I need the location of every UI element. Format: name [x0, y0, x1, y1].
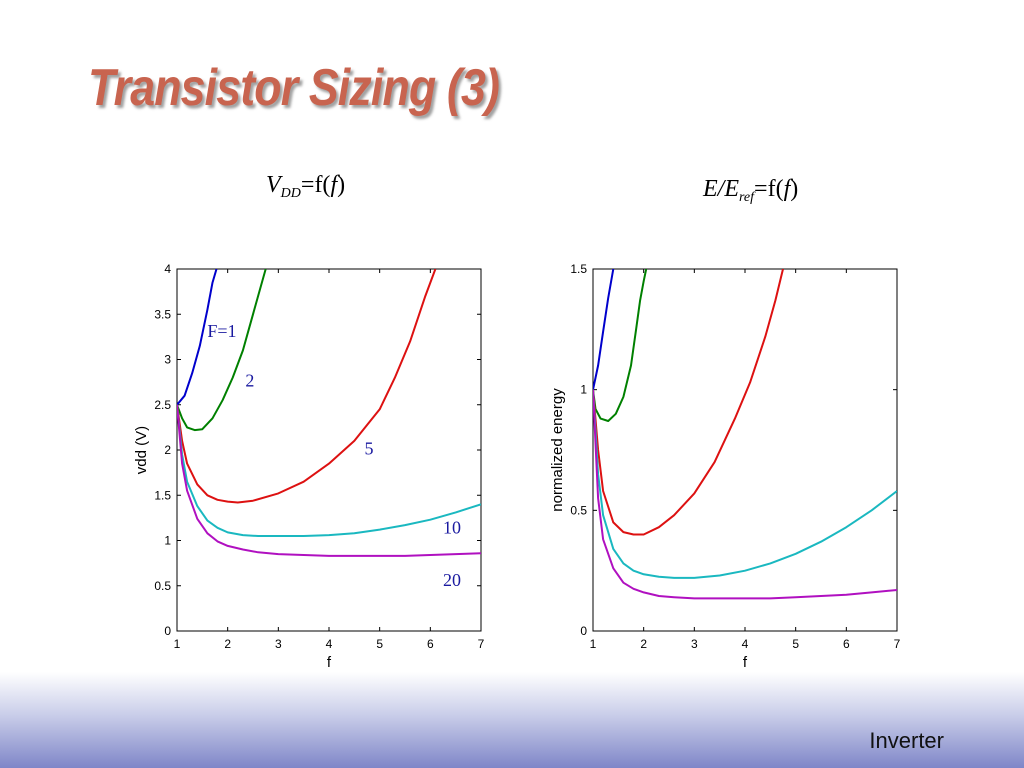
chart1-curve-label: 2	[245, 371, 254, 391]
chart1-y-tick-label: 4	[164, 262, 171, 276]
chart1-series-line-magenta	[177, 404, 481, 557]
chart1-y-axis-label: vdd (V)	[133, 426, 150, 474]
chart1-x-tick-label: 5	[376, 637, 383, 651]
chart2-x-tick-label: 2	[640, 637, 647, 651]
chart1-curve-label: F=1	[207, 321, 236, 341]
chart2-x-axis-label: f	[743, 654, 748, 671]
chart1-curve-label: 10	[443, 517, 461, 537]
chart2-series-line-green	[593, 269, 648, 422]
chart2-y-tick-label: 1	[580, 383, 587, 397]
slide-title: Transistor Sizing (3)	[88, 59, 500, 117]
chart2-x-tick-label: 5	[792, 637, 799, 651]
left-chart-caption: VDD=f(f)	[266, 172, 345, 202]
caption-sub-ref: ref	[739, 190, 755, 205]
chart1-x-tick-label: 4	[326, 637, 333, 651]
chart2-series-line-magenta	[593, 389, 897, 600]
chart1-plot-frame	[176, 268, 482, 632]
chart1-y-tick-label: 2.5	[154, 398, 171, 412]
chart1-x-tick-label: 3	[275, 637, 282, 651]
chart2-x-tick-label: 7	[894, 637, 901, 651]
chart1-series-line-green	[177, 269, 267, 432]
caption-e: E/E	[703, 176, 739, 202]
chart1-x-tick-label: 7	[478, 637, 485, 651]
chart2-y-tick-label: 0	[580, 624, 587, 638]
caption-close: )	[790, 176, 799, 202]
caption-v: V	[266, 172, 281, 198]
chart1-y-tick-label: 1	[164, 534, 171, 548]
caption-close: )	[337, 172, 346, 198]
chart1-curve-label: 5	[364, 439, 373, 459]
footer-label: Inverter	[869, 728, 944, 753]
chart1-x-axis-label: f	[327, 654, 332, 671]
chart2-series-line-red	[593, 269, 784, 536]
chart2-x-tick-label: 1	[590, 637, 597, 651]
chart1-curve-label: 20	[443, 570, 461, 590]
chart1-x-tick-label: 2	[224, 637, 231, 651]
chart1-x-tick-label: 1	[174, 637, 181, 651]
caption-var: f	[330, 172, 338, 198]
chart1-y-tick-label: 0	[164, 624, 171, 638]
chart2-x-tick-label: 4	[742, 637, 749, 651]
chart1-y-tick-label: 3	[164, 353, 171, 367]
chart1-y-tick-label: 2	[164, 443, 171, 457]
caption-fn: =f(	[754, 176, 784, 202]
chart1-y-tick-label: 0.5	[154, 579, 171, 593]
chart1-y-tick-label: 1.5	[154, 488, 171, 502]
chart2-x-tick-label: 3	[691, 637, 698, 651]
chart2-series-line-blue	[593, 269, 615, 390]
chart1-y-tick-label: 3.5	[154, 307, 171, 321]
chart2-x-tick-label: 6	[843, 637, 850, 651]
chart2-y-tick-label: 1.5	[570, 262, 587, 276]
footer-band	[0, 672, 1024, 768]
right-chart-caption: E/Eref=f(f)	[703, 176, 798, 206]
caption-var: f	[783, 176, 791, 202]
chart2-y-tick-label: 0.5	[570, 503, 587, 517]
chart1-series-line-blue	[177, 269, 218, 406]
chart1-series-line-cyan	[177, 404, 481, 537]
chart2-y-axis-label: normalized energy	[549, 388, 566, 512]
chart2-plot-frame	[592, 268, 898, 632]
caption-sub-dd: DD	[280, 186, 301, 201]
chart1-series-line-red	[177, 269, 437, 504]
caption-fn: =f(	[300, 172, 331, 198]
chart2-series-line-cyan	[593, 389, 897, 579]
chart1-x-tick-label: 6	[427, 637, 434, 651]
